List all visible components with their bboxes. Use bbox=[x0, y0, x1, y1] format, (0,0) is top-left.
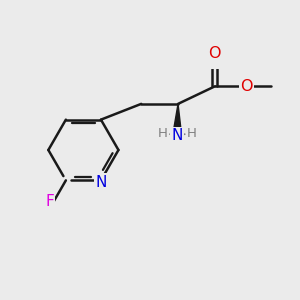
Text: N: N bbox=[172, 128, 183, 143]
Text: H: H bbox=[158, 127, 168, 140]
Text: O: O bbox=[240, 79, 253, 94]
Text: H: H bbox=[187, 127, 197, 140]
Polygon shape bbox=[174, 104, 181, 128]
Text: N: N bbox=[95, 175, 106, 190]
Text: F: F bbox=[45, 194, 54, 209]
Text: O: O bbox=[208, 46, 221, 61]
